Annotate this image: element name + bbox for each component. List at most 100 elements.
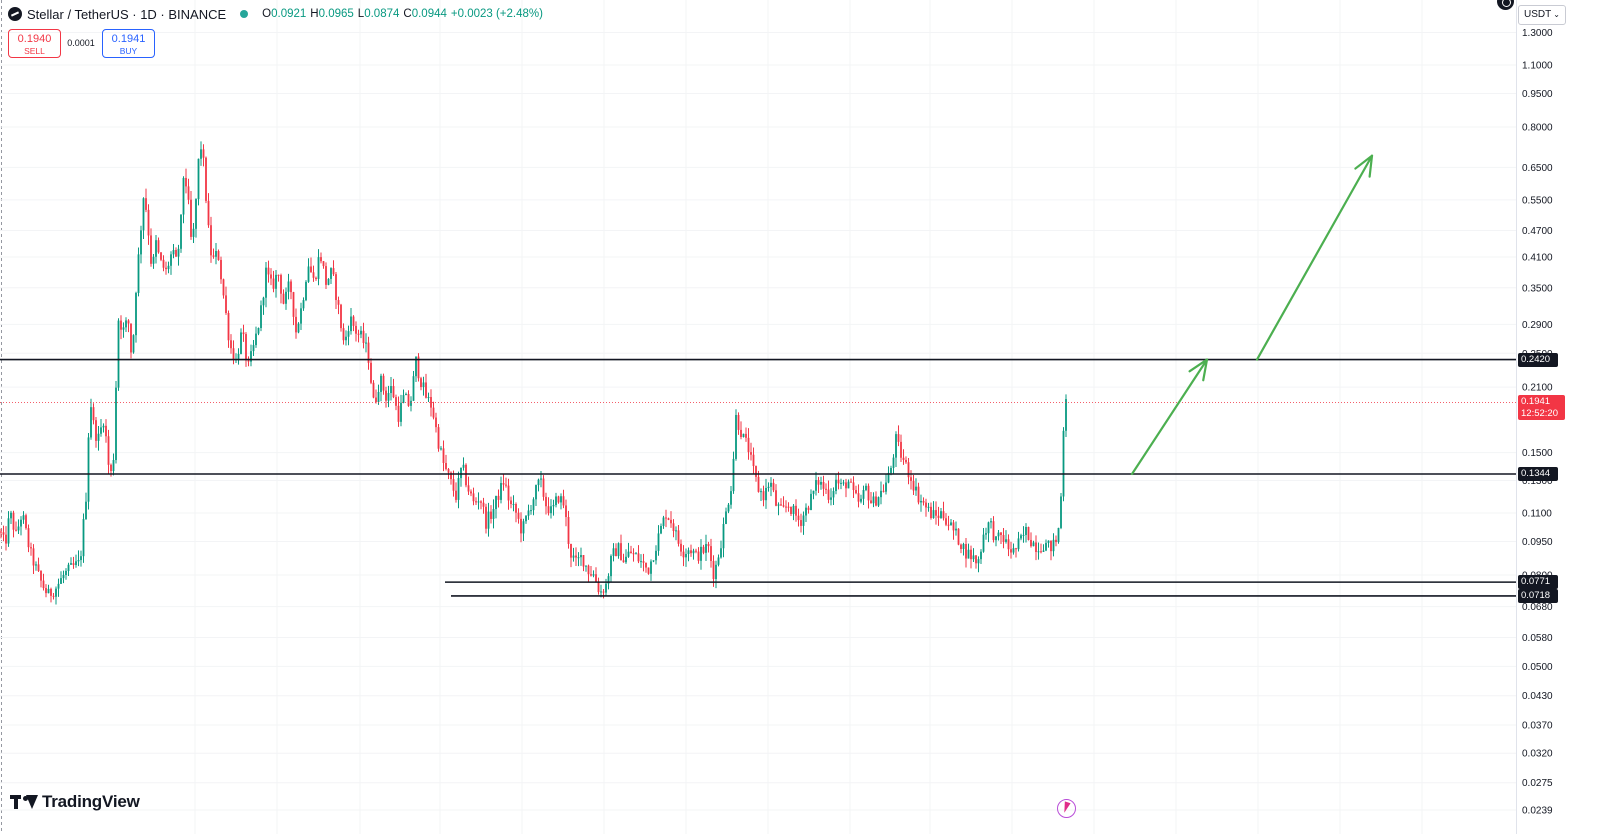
candle-up: [405, 392, 407, 396]
candle-body: [775, 490, 777, 506]
candle-down: [795, 499, 797, 522]
candle-body: [400, 402, 402, 422]
candle-body: [922, 500, 925, 503]
candle-body: [67, 564, 70, 571]
candle-body: [1042, 550, 1045, 552]
candle-body: [557, 496, 560, 503]
candle-up: [262, 296, 265, 315]
candle-body: [1005, 539, 1007, 542]
candle-body: [845, 482, 847, 489]
candle-body: [292, 292, 295, 317]
candle-down: [1010, 541, 1012, 559]
candle-body: [787, 506, 790, 508]
candle-body: [162, 259, 165, 268]
candle-down: [295, 308, 297, 339]
candle-body: [722, 523, 725, 549]
candle-up: [115, 380, 117, 464]
candle-up: [585, 565, 587, 572]
candle-down: [855, 485, 857, 495]
candle-body: [650, 561, 652, 574]
tradingview-brand[interactable]: TradingView: [10, 791, 140, 813]
candle-body: [492, 509, 495, 519]
candle-body: [42, 580, 45, 589]
candle-body: [252, 345, 255, 352]
candle-body: [975, 555, 977, 564]
candle-up: [987, 521, 990, 543]
candle-down: [925, 498, 927, 517]
candle-body: [667, 518, 670, 520]
currency-select[interactable]: USDT ⌄: [1518, 5, 1566, 25]
candle-down: [665, 509, 667, 528]
candle-up: [915, 478, 917, 496]
candle-up: [240, 328, 242, 355]
candle-down: [992, 516, 995, 543]
candle-down: [622, 553, 625, 563]
candle-body: [1000, 532, 1002, 535]
candle-body: [202, 149, 205, 158]
candle-down: [42, 573, 45, 591]
candle-body: [250, 351, 252, 362]
candle-body: [302, 300, 305, 309]
candle-down: [165, 261, 167, 275]
sell-button[interactable]: 0.1940 SELL: [8, 29, 61, 58]
lightning-icon[interactable]: [1057, 799, 1076, 818]
candle-body: [457, 478, 460, 500]
candle-body: [170, 254, 172, 266]
candle-up: [610, 554, 612, 582]
settings-icon[interactable]: [1497, 0, 1514, 10]
candle-body: [880, 490, 882, 498]
candle-up: [412, 371, 415, 401]
candle-down: [557, 495, 560, 504]
candle-body: [987, 522, 990, 534]
candle-up: [390, 377, 392, 401]
candle-down: [615, 543, 617, 557]
candle-down: [157, 237, 160, 254]
candle-up: [125, 317, 127, 333]
candle-body: [410, 400, 412, 406]
projection-arrows: [1130, 154, 1374, 476]
candle-body: [850, 481, 852, 483]
candle-body: [72, 563, 75, 566]
candle-body: [965, 544, 967, 559]
candle-down: [150, 228, 152, 267]
candle-body: [665, 517, 667, 519]
candle-body: [420, 378, 422, 388]
candle-body: [222, 279, 225, 296]
candle-down: [707, 541, 710, 553]
candle-body: [890, 467, 892, 473]
candle-down: [737, 412, 740, 435]
candle-up: [327, 278, 330, 286]
candle-body: [800, 520, 802, 526]
candle-up: [22, 511, 25, 524]
candle-down: [242, 324, 245, 342]
spread-value: 0.0001: [67, 38, 95, 48]
y-tick-label: 0.8000: [1522, 122, 1553, 133]
candle-down: [485, 503, 487, 534]
candle-body: [957, 528, 960, 545]
candle-body: [840, 482, 842, 484]
candle-body: [460, 467, 462, 479]
candle-up: [982, 527, 985, 553]
candle-up: [997, 530, 1000, 541]
candle-body: [375, 397, 377, 403]
candle-up: [532, 497, 535, 516]
candle-up: [415, 356, 417, 383]
candle-down: [362, 322, 365, 349]
candle-body: [1050, 540, 1052, 552]
candle-body: [392, 386, 395, 398]
candle-body: [790, 506, 792, 514]
buy-button[interactable]: 0.1941 BUY: [102, 29, 155, 58]
candle-down: [750, 442, 752, 461]
candle-up: [862, 485, 865, 505]
candle-body: [1065, 399, 1067, 431]
stellar-logo-icon: [8, 7, 22, 21]
candle-down: [397, 396, 400, 427]
candle-down: [630, 545, 632, 554]
symbol-title[interactable]: Stellar / TetherUS · 1D · BINANCE: [27, 6, 227, 22]
candle-body: [772, 482, 775, 491]
y-tick-label: 0.0430: [1522, 691, 1553, 702]
candle-body: [635, 553, 637, 555]
candle-up: [255, 326, 257, 348]
